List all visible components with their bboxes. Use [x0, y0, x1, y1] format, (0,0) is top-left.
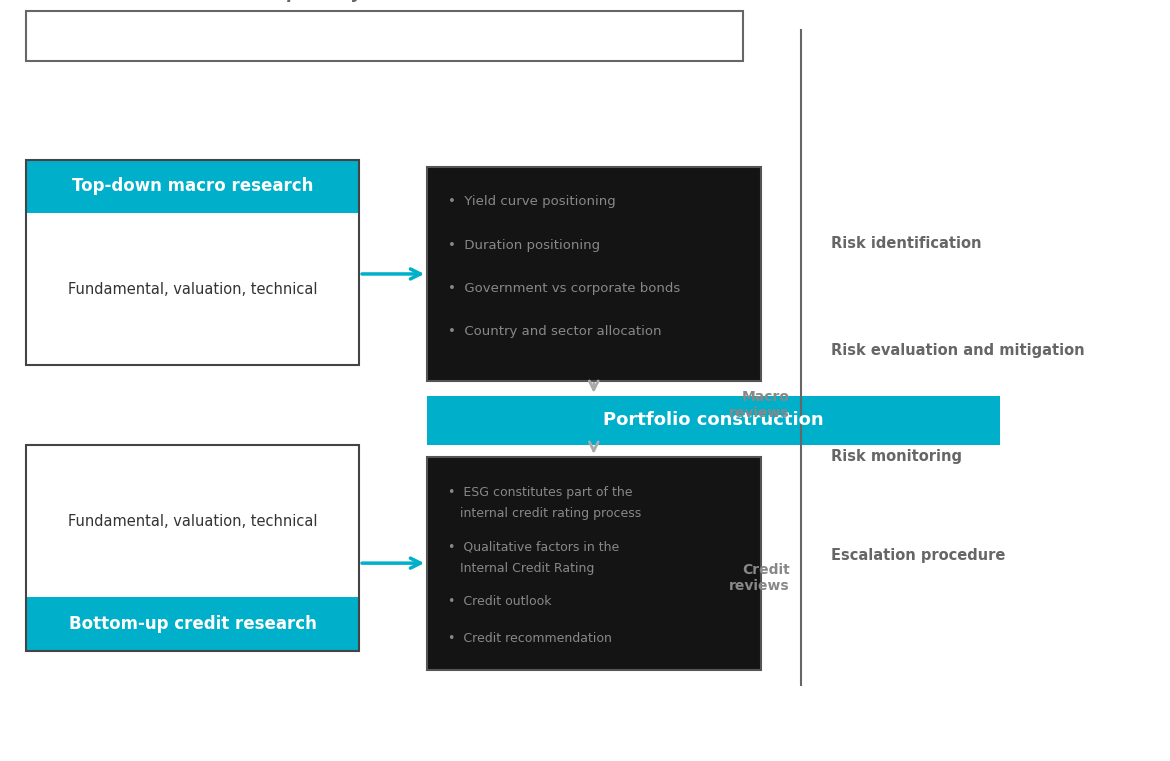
Text: Risk evaluation and mitigation: Risk evaluation and mitigation	[831, 342, 1085, 358]
Text: Internal Credit Rating: Internal Credit Rating	[448, 562, 594, 575]
Text: •  Government vs corporate bonds: • Government vs corporate bonds	[448, 282, 681, 295]
Text: Risk monitoring: Risk monitoring	[831, 449, 962, 464]
Text: •  Credit recommendation: • Credit recommendation	[448, 632, 612, 645]
Text: Top-down macro research: Top-down macro research	[71, 177, 314, 196]
Text: Escalation procedure: Escalation procedure	[831, 548, 1005, 563]
Text: Credit
reviews: Credit reviews	[729, 563, 790, 594]
Text: Portfolio construction: Portfolio construction	[604, 412, 824, 429]
Bar	[427, 167, 760, 380]
Text: internal credit rating process: internal credit rating process	[448, 507, 641, 520]
Text: •  Yield curve positioning: • Yield curve positioning	[448, 195, 615, 209]
Text: •  Country and sector allocation: • Country and sector allocation	[448, 325, 661, 339]
Bar	[26, 213, 359, 365]
Text: •  ESG constitutes part of the: • ESG constitutes part of the	[448, 486, 633, 498]
Text: •  Duration positioning: • Duration positioning	[448, 238, 600, 252]
Bar	[26, 160, 359, 213]
Text: Proprietary FVT Framework: Proprietary FVT Framework	[255, 0, 514, 2]
Bar	[26, 445, 359, 651]
Text: Bottom-up credit research: Bottom-up credit research	[69, 615, 316, 633]
Bar	[26, 445, 359, 597]
Text: Fundamental, valuation, technical: Fundamental, valuation, technical	[68, 514, 317, 529]
Text: Fundamental, valuation, technical: Fundamental, valuation, technical	[68, 282, 317, 297]
Text: •  Credit outlook: • Credit outlook	[448, 595, 551, 608]
Text: Risk identification: Risk identification	[831, 236, 982, 251]
Bar	[26, 160, 359, 365]
Bar	[26, 11, 743, 61]
Text: Macro
reviews: Macro reviews	[729, 390, 790, 420]
Text: •  Qualitative factors in the: • Qualitative factors in the	[448, 540, 619, 553]
Bar	[26, 597, 359, 651]
Bar	[427, 396, 1000, 445]
Bar	[427, 457, 760, 670]
